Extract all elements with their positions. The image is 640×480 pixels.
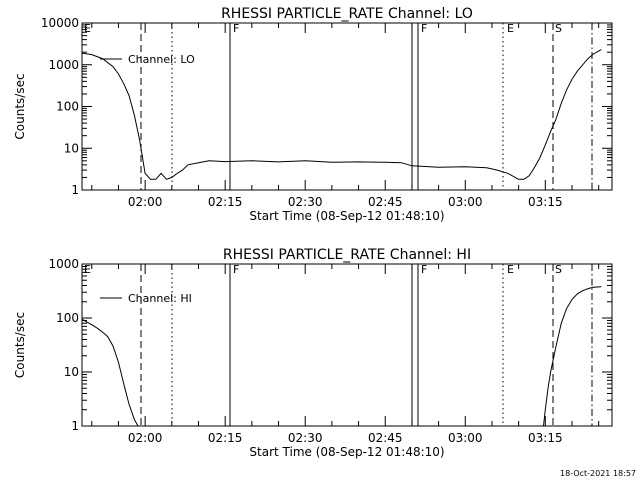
chart-title: RHESSI PARTICLE_RATE Channel: HI [223,247,471,263]
x-tick-label: 02:30 [288,195,323,209]
y-axis-label: Counts/sec [13,73,27,139]
x-tick-label: 03:00 [448,195,483,209]
y-tick-label: 1 [71,183,79,197]
x-tick-label: 02:45 [368,431,403,445]
series-line-1 [81,286,602,427]
plot-frame [81,22,613,191]
flag-label-e: E [507,263,514,276]
flag-label-f: F [421,263,427,276]
y-tick-label: 1000 [48,58,79,72]
chart-panel-1: RHESSI PARTICLE_RATE Channel: LO Counts/s… [13,6,613,223]
legend-label: Channel: LO [128,53,195,66]
flag-label-s: S [555,22,562,35]
chart-title: RHESSI PARTICLE_RATE Channel: LO [221,6,473,22]
x-tick-label: 02:15 [208,195,243,209]
x-tick-label: 02:00 [128,431,163,445]
x-tick-label: 03:15 [528,431,563,445]
flag-label-f: F [233,22,239,35]
y-tick-label: 100 [56,100,79,114]
y-tick-label: 1 [71,419,79,433]
series-line-1 [81,49,602,180]
flag-label-e: E [84,263,91,276]
flag-label-e: E [507,22,514,35]
x-tick-label: 02:45 [368,195,403,209]
y-tick-label: 10 [64,365,79,379]
x-tick-label: 02:15 [208,431,243,445]
y-axis-label: Counts/sec [13,312,27,378]
x-tick-label: 03:00 [448,431,483,445]
flag-label-f: F [233,263,239,276]
x-axis-label: Start Time (08-Sep-12 01:48:10) [249,445,444,459]
x-tick-label: 02:30 [288,431,323,445]
chart-panel-2: RHESSI PARTICLE_RATE Channel: HI Counts/s… [13,247,613,459]
y-tick-label: 10 [64,141,79,155]
legend-label: Channel: HI [128,292,192,305]
flag-label-s: S [555,263,562,276]
flag-label-f: F [421,22,427,35]
flag-label-e: E [84,22,91,35]
y-tick-label: 10000 [41,16,79,30]
x-tick-label: 02:00 [128,195,163,209]
x-tick-label: 03:15 [528,195,563,209]
plot-frame [81,263,613,427]
y-tick-label: 1000 [48,257,79,271]
generation-timestamp: 18-Oct-2021 18:57 [560,469,636,478]
x-axis-label: Start Time (08-Sep-12 01:48:10) [249,209,444,223]
y-tick-label: 100 [56,311,79,325]
